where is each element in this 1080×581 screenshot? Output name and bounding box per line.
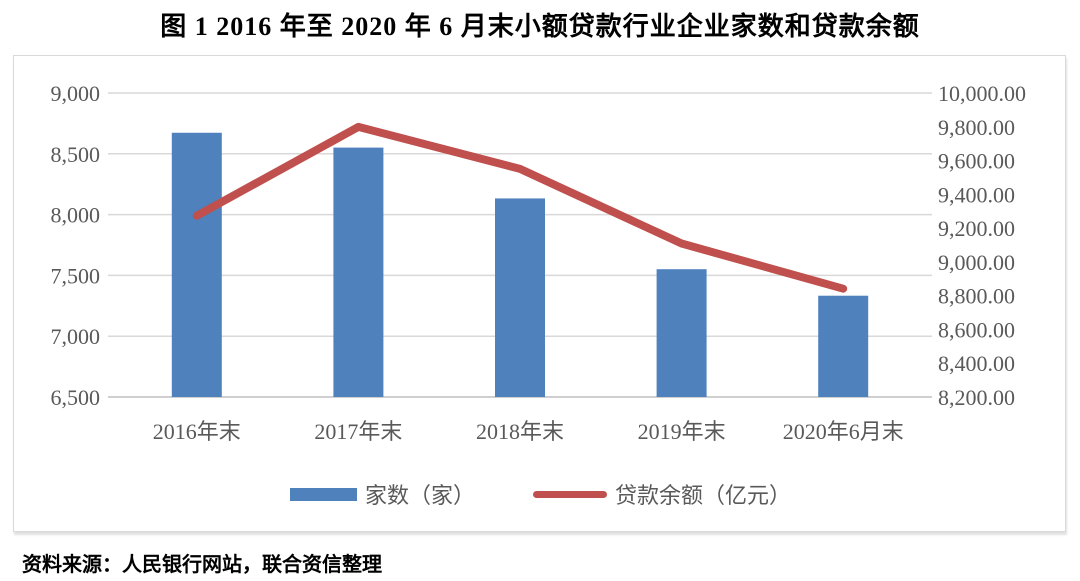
left-axis-tick-label: 8,500 <box>51 142 101 167</box>
bar-2019年末 <box>656 269 707 397</box>
bar-2018年末 <box>495 198 545 397</box>
x-axis-label: 2018年末 <box>476 419 564 444</box>
right-axis-tick-label: 9,400.00 <box>938 182 1015 207</box>
bar-series-swatch-icon <box>289 487 357 501</box>
right-axis-tick-label: 8,600.00 <box>938 317 1015 342</box>
left-axis-tick-label: 7,000 <box>51 324 101 349</box>
right-axis-tick-label: 9,800.00 <box>938 115 1015 140</box>
left-axis-tick-label: 9,000 <box>51 81 101 106</box>
right-axis-tick-label: 8,200.00 <box>938 385 1015 410</box>
bar-series-legend-label: 家数（家） <box>364 483 475 508</box>
right-axis-tick-label: 9,200.00 <box>938 216 1015 241</box>
bar-2016年末 <box>171 132 222 398</box>
chart-frame: 9,000 8,500 8,000 7,500 7,000 6,500 10,000.00 9… <box>13 55 1066 532</box>
figure-title: 图 1 2016 年至 2020 年 6 月末小额贷款行业企业家数和贷款余额 <box>160 12 920 41</box>
right-axis-tick-label: 10,000.00 <box>938 81 1026 106</box>
legend-item-line-series: 贷款余额（亿元） <box>533 478 791 510</box>
left-axis-tick-label: 6,500 <box>51 385 101 410</box>
source-note: 资料来源：人民银行网站，联合资信整理 <box>22 554 382 576</box>
bar-2020年6月末 <box>818 295 869 397</box>
right-axis-tick-label: 8,800.00 <box>938 284 1015 309</box>
chart-svg: 9,000 8,500 8,000 7,500 7,000 6,500 10,000.00 9… <box>51 81 1027 444</box>
right-axis-tick-label: 9,600.00 <box>938 149 1015 174</box>
legend-item-bar-series: 家数（家） <box>289 478 475 510</box>
right-axis-tick-label: 8,400.00 <box>938 351 1015 376</box>
loan-balance-line <box>192 122 848 293</box>
x-axis-label: 2017年末 <box>314 419 402 444</box>
left-axis-tick-label: 8,000 <box>51 203 101 228</box>
x-axis-label: 2019年末 <box>638 419 726 444</box>
x-axis-label: 2020年6月末 <box>783 419 904 444</box>
line-series-swatch-icon <box>533 490 607 498</box>
line-series-legend-label: 贷款余额（亿元） <box>615 483 792 508</box>
right-axis-tick-label: 9,000.00 <box>938 250 1015 275</box>
legend: 家数（家） 贷款余额（亿元） <box>14 478 1067 510</box>
x-axis-label: 2016年末 <box>153 419 241 444</box>
left-axis-tick-label: 7,500 <box>51 263 101 288</box>
bar-2017年末 <box>333 147 384 397</box>
